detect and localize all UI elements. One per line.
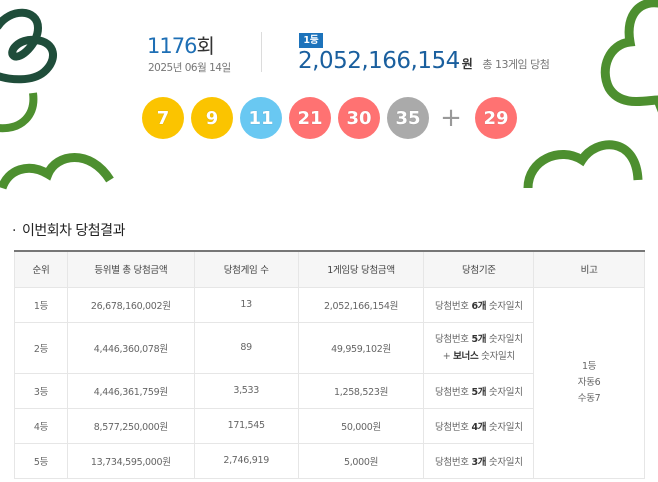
header-total-prize: 등위별 총 당첨금액 (66, 250, 195, 288)
note-cell: 1등 자동6 수동7 (533, 286, 645, 479)
results-table: 순위 등위별 총 당첨금액 당첨게임 수 1게임당 당첨금액 당첨기준 비고 1… (14, 250, 645, 479)
round-suffix: 회 (196, 34, 214, 58)
first-prize-amount: 2,052,166,154 원 총 13게임 당첨 (298, 48, 550, 74)
number-ball: 21 (289, 97, 331, 139)
criteria-text: 숫자일치 (486, 333, 523, 345)
note-line: 1등 (582, 360, 597, 372)
winning-numbers: 7 9 11 21 30 35 + 29 (142, 97, 524, 139)
criteria-bonus: 보너스 (453, 350, 479, 362)
criteria-text: 당첨번호 (434, 333, 472, 345)
table-row: 5등 13,734,595,000원 2,746,919 5,000원 당첨번호… (14, 442, 645, 479)
rank-cell: 2등 (14, 321, 68, 374)
green-arc-decoration (0, 92, 38, 133)
green-cloud-right-bottom-decoration (523, 140, 643, 189)
criteria-text: 숫자일치 (486, 421, 523, 433)
loop-ribbon-decoration (0, 8, 57, 84)
green-cloud-right-top-decoration (600, 0, 658, 113)
games-cell: 89 (193, 321, 299, 374)
criteria-text: 당첨번호 (434, 386, 472, 398)
number-ball: 7 (142, 97, 184, 139)
number-ball: 35 (387, 97, 429, 139)
table-row: 1등 26,678,160,002원 13 2,052,166,154원 당첨번… (14, 286, 645, 479)
number-ball: 11 (240, 97, 282, 139)
first-prize-badge: 1등 (299, 33, 323, 48)
games-cell: 2,746,919 (193, 442, 299, 479)
total-prize-cell: 8,577,250,000원 (66, 407, 195, 444)
jackpot-value: 2,052,166,154 (298, 48, 460, 74)
total-prize-cell: 26,678,160,002원 (66, 286, 195, 323)
draw-date: 2025년 06월 14일 (148, 62, 231, 74)
total-prize-cell: 4,446,361,759원 (66, 372, 195, 409)
per-game-cell: 50,000원 (297, 407, 425, 444)
rank-cell: 4등 (14, 407, 68, 444)
header-winning-games: 당첨게임 수 (193, 250, 299, 288)
games-cell: 3,533 (193, 372, 299, 409)
criteria-count: 4개 (471, 421, 487, 433)
criteria-cell: 당첨번호 5개 숫자일치 (423, 372, 535, 409)
criteria-text: 당첨번호 (434, 456, 472, 468)
rank-cell: 1등 (14, 286, 68, 323)
table-row: 2등 4,446,360,078원 89 49,959,102원 당첨번호 5개… (14, 321, 645, 374)
per-game-cell: 49,959,102원 (297, 321, 425, 374)
number-ball: 9 (191, 97, 233, 139)
green-cloud-left-decoration (0, 153, 114, 190)
criteria-text: + (442, 350, 454, 362)
number-ball: 30 (338, 97, 380, 139)
currency-unit: 원 (461, 57, 473, 71)
note-line: 수동7 (577, 392, 601, 404)
table-row: 4등 8,577,250,000원 171,545 50,000원 당첨번호 4… (14, 407, 645, 444)
total-prize-cell: 13,734,595,000원 (66, 442, 195, 479)
winner-count: 총 13게임 당첨 (482, 58, 550, 71)
per-game-cell: 1,258,523원 (297, 372, 425, 409)
rank-cell: 5등 (14, 442, 68, 479)
round-number: 1176회 (147, 30, 215, 59)
criteria-text: 숫자일치 (486, 300, 523, 312)
criteria-text: 당첨번호 (434, 421, 472, 433)
bonus-ball: 29 (475, 97, 517, 139)
per-game-cell: 2,052,166,154원 (297, 286, 425, 323)
criteria-cell: 당첨번호 6개 숫자일치 (423, 286, 535, 323)
header-per-game-prize: 1게임당 당첨금액 (297, 250, 425, 288)
games-cell: 171,545 (193, 407, 299, 444)
criteria-count: 5개 (471, 386, 487, 398)
header-rank: 순위 (14, 250, 68, 288)
criteria-text: 당첨번호 (434, 300, 472, 312)
criteria-text: 숫자일치 (478, 350, 515, 362)
criteria-text: 숫자일치 (486, 386, 523, 398)
criteria-text: 숫자일치 (486, 456, 523, 468)
criteria-cell: 당첨번호 4개 숫자일치 (423, 407, 535, 444)
plus-icon: + (440, 103, 462, 133)
header-divider (261, 32, 262, 72)
criteria-count: 6개 (471, 300, 487, 312)
section-title: · 이번회차 당첨결과 (12, 220, 125, 240)
rank-cell: 3등 (14, 372, 68, 409)
per-game-cell: 5,000원 (297, 442, 425, 479)
table-header-row: 순위 등위별 총 당첨금액 당첨게임 수 1게임당 당첨금액 당첨기준 비고 (14, 250, 645, 288)
criteria-cell: 당첨번호 5개 숫자일치 + 보너스 숫자일치 (423, 321, 535, 374)
round-number-value: 1176 (147, 34, 197, 58)
criteria-cell: 당첨번호 3개 숫자일치 (423, 442, 535, 479)
note-line: 자동6 (577, 376, 601, 388)
games-cell: 13 (193, 286, 299, 323)
header-criteria: 당첨기준 (423, 250, 535, 288)
header-note: 비고 (533, 250, 645, 288)
criteria-count: 5개 (471, 333, 487, 345)
section-title-text: 이번회차 당첨결과 (21, 223, 126, 239)
bullet-icon: · (12, 223, 16, 239)
total-prize-cell: 4,446,360,078원 (66, 321, 195, 374)
criteria-count: 3개 (471, 456, 487, 468)
